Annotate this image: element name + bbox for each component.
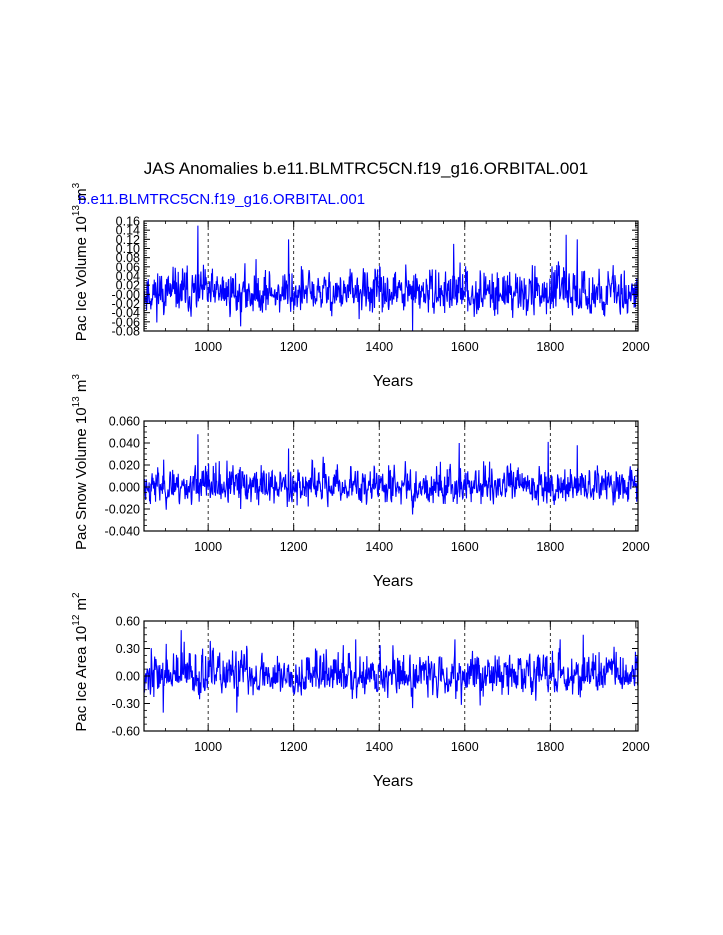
xtick-label: 1000 xyxy=(194,340,222,354)
xtick-label: 1200 xyxy=(280,340,308,354)
xtick-label: 1200 xyxy=(280,740,308,754)
plot-frame xyxy=(143,420,639,532)
x-axis-label: Years xyxy=(373,373,413,390)
ytick-label: 0.08 xyxy=(116,251,140,265)
xtick-label: 2000 xyxy=(622,340,650,354)
xtick-label: 1000 xyxy=(194,740,222,754)
ytick-label: 0.14 xyxy=(116,224,140,238)
series-line-pac-ice-area xyxy=(143,630,639,713)
xtick-label: 2000 xyxy=(622,540,650,554)
ytick-label: 0.02 xyxy=(116,279,140,293)
ytick-label: -0.30 xyxy=(112,697,141,711)
xtick-label: 1600 xyxy=(451,540,479,554)
ytick-label: -0.04 xyxy=(112,306,141,320)
ytick-label: 0.60 xyxy=(116,615,140,629)
ytick-label: -0.020 xyxy=(105,503,140,517)
xtick-label: 1400 xyxy=(365,340,393,354)
series-line-pac-snow-volume xyxy=(143,434,639,515)
xtick-label: 1800 xyxy=(536,740,564,754)
y-axis-label: Pac Snow Volume 1013 m3 xyxy=(71,374,90,550)
x-axis-label: Years xyxy=(373,573,413,590)
ytick-label: 0.020 xyxy=(109,459,140,473)
panel-2: -0.040 -0.020 0.000 0.020 0.040 0.060 1000 1200… xyxy=(71,374,650,590)
ytick-label: 0.00 xyxy=(116,670,140,684)
xtick-label: 1800 xyxy=(536,340,564,354)
ytick-label: -0.02 xyxy=(112,297,141,311)
xtick-label: 1400 xyxy=(365,740,393,754)
y-axis-label: Pac Ice Area 1012 m2 xyxy=(71,592,90,732)
xtick-label: 2000 xyxy=(622,740,650,754)
panel-3: -0.60 -0.30 0.00 0.30 0.60 1000 1200 1400 1600 18… xyxy=(71,592,650,790)
xtick-label: 1400 xyxy=(365,540,393,554)
xtick-label: 1600 xyxy=(451,740,479,754)
ytick-label: -0.040 xyxy=(105,525,140,539)
y-axis-label: Pac Ice Volume 1013 m3 xyxy=(71,182,90,341)
panel-1: -0.08-0.06-0.04-0.02-0.000.020.040.060.0… xyxy=(71,182,650,390)
ytick-label: 0.06 xyxy=(116,260,140,274)
xtick-label: 1000 xyxy=(194,540,222,554)
xtick-label: 1800 xyxy=(536,540,564,554)
ytick-label: -0.08 xyxy=(112,325,141,339)
ytick-label: 0.30 xyxy=(116,642,140,656)
ytick-label: 0.04 xyxy=(116,270,140,284)
figure-title: JAS Anomalies b.e11.BLMTRC5CN.f19_g16.OR… xyxy=(144,159,588,178)
ytick-label: 0.12 xyxy=(116,233,140,247)
series-line-pac-ice-volume xyxy=(143,225,639,332)
ytick-label: -0.00 xyxy=(112,288,141,302)
ytick-label: 0.060 xyxy=(109,415,140,429)
figure-subtitle: b.e11.BLMTRC5CN.f19_g16.ORBITAL.001 xyxy=(78,191,365,208)
x-axis-label: Years xyxy=(373,773,413,790)
ytick-label: 0.000 xyxy=(109,481,140,495)
ytick-label: -0.60 xyxy=(112,725,141,739)
xtick-label: 1200 xyxy=(280,540,308,554)
ytick-label: 0.040 xyxy=(109,437,140,451)
xtick-label: 1600 xyxy=(451,340,479,354)
ytick-label: -0.06 xyxy=(112,315,141,329)
ytick-label: 0.16 xyxy=(116,215,140,229)
ytick-label: 0.10 xyxy=(116,242,140,256)
